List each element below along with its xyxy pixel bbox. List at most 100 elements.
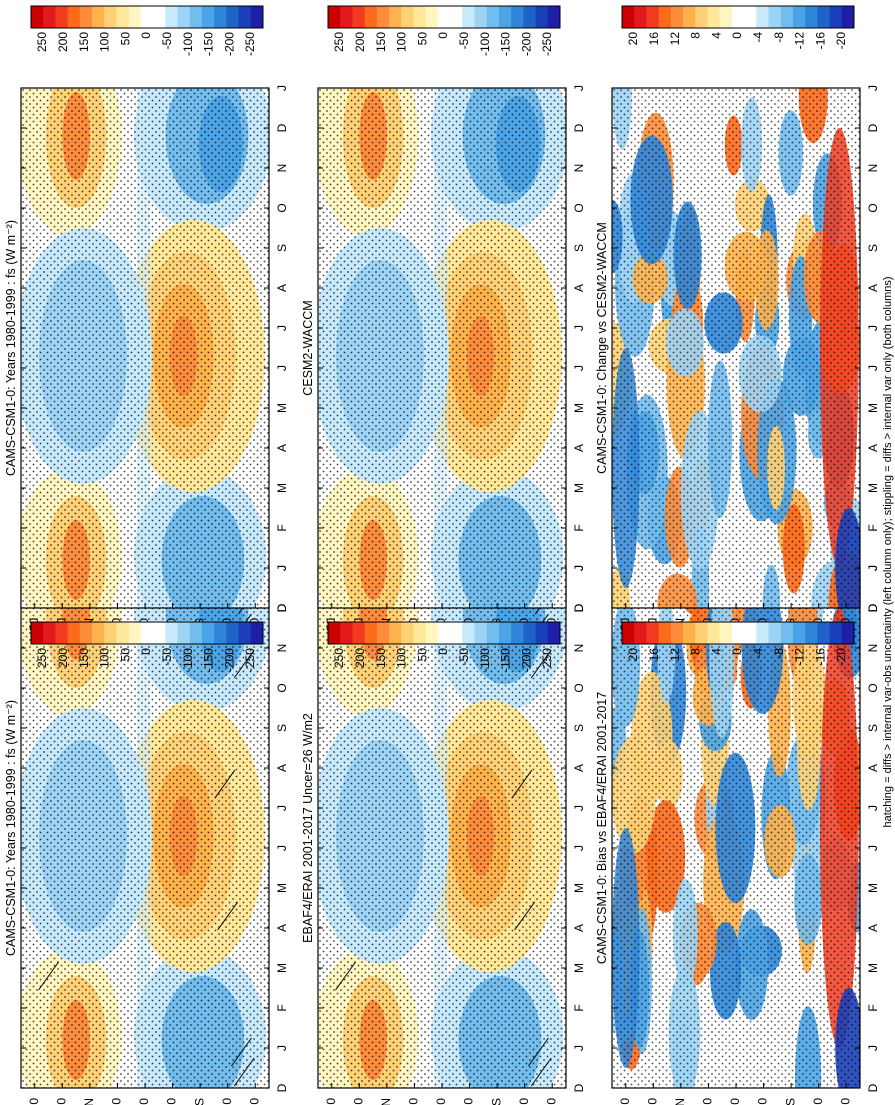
colorbar-swatch: [79, 622, 93, 644]
colorbar-swatch: [352, 622, 366, 644]
colorbar-label: -50: [160, 648, 174, 666]
colorbar-frame: [30, 5, 264, 29]
colorbar-swatch: [140, 622, 154, 644]
hatch-mark: [233, 649, 255, 679]
colorbar-label: 8: [689, 648, 703, 655]
colorbar-label: 12: [668, 648, 682, 662]
colorbar-label: 20: [626, 648, 640, 662]
month-tick-label: F: [275, 524, 289, 531]
colorbar-label: -200: [519, 32, 533, 56]
colorbar-swatch: [177, 6, 191, 28]
month-tick-label: S: [572, 244, 586, 252]
colorbar-swatch: [670, 6, 684, 28]
colorbar-swatch: [389, 6, 402, 28]
stippling-overlay: [612, 568, 860, 1088]
colorbar-swatch: [364, 622, 378, 644]
colorbar-swatch: [646, 6, 660, 28]
colorbar-swatch: [401, 622, 414, 644]
colorbar-swatch: [805, 622, 818, 644]
month-tick-label: D: [572, 603, 586, 612]
month-tick-label: J: [866, 565, 880, 571]
colorbar-swatch: [634, 6, 647, 28]
colorbar-swatch: [177, 622, 191, 644]
colorbar-label: 150: [374, 648, 388, 668]
panel-model-fs-dup: DJFMAMJJASONDJ8060°N20020°S6080CAMS-CSM1…: [4, 85, 289, 631]
month-tick-label: A: [866, 444, 880, 452]
month-tick-label: J: [275, 365, 289, 371]
month-tick-label: M: [275, 483, 289, 493]
colorbar-label: 20: [626, 32, 640, 46]
month-tick-label: J: [275, 325, 289, 331]
panel-change: DJFMAMJJASONDJ8060°N20020°S6080CAMS-CSM1…: [595, 85, 880, 631]
month-tick-label: D: [572, 1083, 586, 1092]
hatch-mark: [231, 1037, 252, 1067]
colorbar-swatch: [523, 6, 537, 28]
month-tick-label: A: [866, 284, 880, 292]
colorbar-swatch: [128, 622, 142, 644]
colorbar-swatch: [658, 622, 672, 644]
hatch-mark: [530, 1057, 552, 1087]
colorbar-swatch: [104, 622, 117, 644]
month-tick-label: A: [572, 444, 586, 452]
colorbar-swatch: [238, 622, 252, 644]
colorbar-swatch: [841, 622, 855, 644]
colorbar-swatch: [425, 622, 439, 644]
lat-tick-label: 0: [137, 618, 151, 625]
month-tick-label: D: [572, 603, 586, 612]
lat-tick-label: °N: [379, 1098, 393, 1105]
colorbar-swatch: [140, 6, 154, 28]
lat-tick-label: 0: [728, 1098, 742, 1105]
colorbar-swatch: [646, 622, 660, 644]
month-tick-label: A: [866, 764, 880, 772]
month-tick-label: M: [275, 963, 289, 973]
hatch-mark: [335, 961, 356, 991]
colorbar-swatch: [437, 6, 451, 28]
lat-tick-label: 80: [27, 1098, 41, 1105]
colorbar-label: -150: [202, 648, 216, 672]
colorbar-frame: [327, 5, 561, 29]
field-model-fs-dup: [21, 88, 269, 608]
panel-title: CAMS-CSM1-0: Change vs CESM2-WACCM: [595, 222, 609, 474]
colorbar-frame: [30, 621, 264, 645]
colorbar-label: -100: [181, 648, 195, 672]
hatch-mark: [217, 901, 239, 931]
panel-title: CAMS-CSM1-0: Years 1980-1999 : fs (W m⁻²…: [4, 700, 18, 956]
colorbar-label: 250: [35, 32, 49, 52]
month-tick-label: F: [866, 524, 880, 531]
month-tick-label: J: [866, 1045, 880, 1051]
colorbar-swatch: [523, 622, 537, 644]
colorbar-swatch: [780, 6, 794, 28]
colorbar-label: 16: [647, 648, 661, 662]
colorbar-label: -8: [772, 648, 786, 659]
month-tick-label: A: [572, 764, 586, 772]
colorbar-swatch: [67, 6, 81, 28]
lat-tick-label: 60: [220, 1098, 234, 1105]
colorbar-model-fs-dup: 250 200 150 100 50 0 -50 -100 -150 -200 -250: [30, 5, 264, 56]
month-tick-label: A: [572, 284, 586, 292]
colorbar-swatch: [535, 6, 549, 28]
colorbar-swatch: [165, 6, 179, 28]
month-tick-label: F: [866, 1004, 880, 1011]
colorbar-label: 150: [374, 32, 388, 52]
stippling-overlay: [318, 568, 566, 1088]
colorbar-swatch: [104, 6, 117, 28]
colorbar-label: 150: [77, 32, 91, 52]
colorbar-swatch: [31, 6, 44, 28]
colorbar-label: 200: [353, 32, 367, 52]
colorbar-swatch: [792, 622, 806, 644]
colorbar-label: -20: [834, 648, 848, 666]
colorbar-swatch: [389, 622, 402, 644]
colorbar-label: 50: [415, 32, 429, 46]
colorbar-label: 200: [353, 648, 367, 668]
colorbar-swatch: [683, 622, 696, 644]
colorbar-swatch: [829, 6, 843, 28]
colorbar-label: 0: [139, 32, 153, 39]
colorbar-swatch: [731, 6, 745, 28]
colorbar-swatch: [622, 6, 635, 28]
lat-tick-label: 20: [756, 1098, 770, 1105]
colorbar-label: 250: [35, 648, 49, 668]
colorbar-swatch: [201, 6, 215, 28]
colorbar-swatch: [189, 6, 203, 28]
